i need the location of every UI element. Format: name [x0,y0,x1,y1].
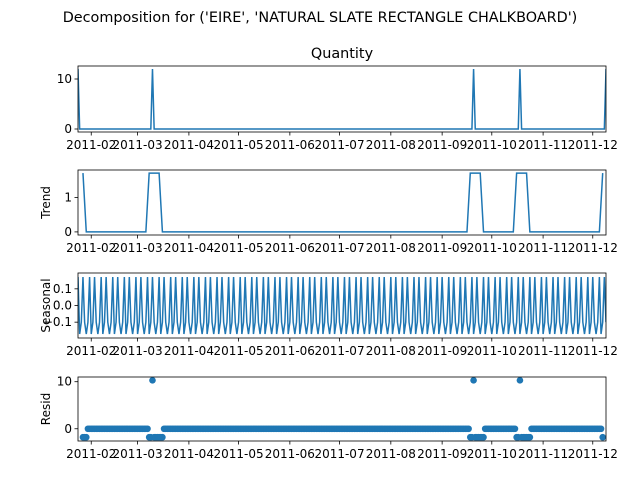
observed-series [78,68,606,130]
resid-xtick-label: 2011-07 [314,447,364,461]
figure-title: Decomposition for ('EIRE', 'NATURAL SLAT… [63,10,578,26]
seasonal-xtick-label: 2011-07 [314,344,364,358]
resid-xtick-label: 2011-02 [66,447,116,461]
trend-xtick-label: 2011-05 [213,241,263,255]
resid-xtick-label: 2011-04 [164,447,214,461]
quantity-line [78,68,606,130]
seasonal-ylabel: Seasonal [39,278,53,332]
trend-ytick-label: 0 [64,225,72,239]
trend-xtick-label: 2011-03 [113,241,163,255]
resid-point [526,433,534,441]
seasonal-xtick-label: 2011-08 [366,344,416,358]
resid-axes-frame [77,376,607,442]
resid-point [144,425,151,433]
resid-xtick-label: 2011-06 [265,447,315,461]
seasonal-xtick-label: 2011-02 [66,344,116,358]
resid-xtick-label: 2011-09 [417,447,467,461]
resid-xtick-label: 2011-11 [518,447,568,461]
resid-ylabel: Resid [39,393,53,425]
trend-xtick-label: 2011-09 [417,241,467,255]
seasonal-xtick-label: 2011-03 [113,344,163,358]
resid-xtick-label: 2011-08 [366,447,416,461]
resid-point [599,433,606,441]
trend-ytick-label: 1 [64,191,72,205]
trend-ylabel: Trend [39,186,53,220]
resid-point [511,425,519,433]
resid-series [79,377,606,441]
observed-xtick-label: 2011-06 [265,138,315,152]
observed-xtick-label: 2011-02 [66,138,116,152]
observed-xtick-label: 2011-05 [213,138,263,152]
trend-axes-frame [77,169,607,236]
seasonal-xtick-label: 2011-06 [265,344,315,358]
observed-xtick-label: 2011-09 [417,138,467,152]
observed-ytick-label: 0 [64,122,72,136]
seasonal-ytick-label: 0.1 [53,282,72,296]
seasonal-xtick-label: 2011-09 [417,344,467,358]
seasonal-series [78,276,606,335]
observed-xtick-label: 2011-03 [113,138,163,152]
resid-ytick-label: 10 [57,375,72,389]
observed-xtick-label: 2011-08 [366,138,416,152]
trend-xtick-label: 2011-10 [467,241,517,255]
seasonal-ytick-label: 0.0 [53,299,72,313]
seasonal-xtick-label: 2011-04 [164,344,214,358]
observed-xtick-label: 2011-07 [314,138,364,152]
resid-xtick-label: 2011-12 [568,447,618,461]
trend-xtick-label: 2011-11 [518,241,568,255]
trend-line [82,172,604,233]
resid-point [516,377,524,384]
observed-ytick-label: 10 [57,72,72,86]
observed-xtick-label: 2011-04 [164,138,214,152]
resid-ytick-label: 0 [64,422,72,436]
trend-xtick-label: 2011-08 [366,241,416,255]
resid-point [470,377,477,384]
resid-xtick-label: 2011-03 [113,447,163,461]
resid-point [465,425,472,433]
trend-xtick-label: 2011-06 [265,241,315,255]
trend-xtick-label: 2011-04 [164,241,214,255]
observed-xtick-label: 2011-10 [467,138,517,152]
seasonal-xtick-label: 2011-05 [213,344,263,358]
trend-series [82,172,604,233]
observed-xtick-label: 2011-12 [568,138,618,152]
trend-xtick-label: 2011-12 [568,241,618,255]
resid-point [82,433,90,441]
observed-xtick-label: 2011-11 [518,138,568,152]
observed-axes-frame [77,65,607,133]
resid-point [597,425,605,433]
seasonal-ytick-label: −0.1 [43,315,72,329]
trend-xtick-label: 2011-02 [66,241,116,255]
resid-xtick-label: 2011-10 [467,447,517,461]
observed-title: Quantity [311,46,374,62]
resid-point [480,433,487,441]
seasonal-xtick-label: 2011-10 [467,344,517,358]
seasonal-line [78,276,606,335]
resid-point [159,433,166,441]
resid-xtick-label: 2011-05 [213,447,263,461]
resid-point [149,377,156,384]
seasonal-xtick-label: 2011-12 [568,344,618,358]
trend-xtick-label: 2011-07 [314,241,364,255]
seasonal-xtick-label: 2011-11 [518,344,568,358]
